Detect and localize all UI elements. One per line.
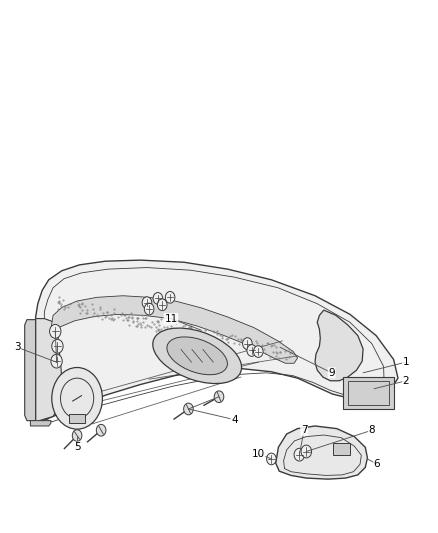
Circle shape xyxy=(301,445,311,458)
Text: 8: 8 xyxy=(368,425,375,435)
Circle shape xyxy=(165,292,175,303)
Circle shape xyxy=(243,338,252,350)
Text: 3: 3 xyxy=(14,342,21,352)
Text: 10: 10 xyxy=(252,449,265,458)
Circle shape xyxy=(52,368,102,429)
Circle shape xyxy=(247,345,257,357)
Polygon shape xyxy=(25,320,35,421)
Circle shape xyxy=(184,403,193,415)
Text: 1: 1 xyxy=(403,357,409,367)
Polygon shape xyxy=(315,310,363,381)
Circle shape xyxy=(96,424,106,436)
Text: 9: 9 xyxy=(328,368,335,378)
Circle shape xyxy=(49,325,61,338)
Circle shape xyxy=(52,340,63,353)
Circle shape xyxy=(153,293,162,304)
Polygon shape xyxy=(332,443,350,455)
Polygon shape xyxy=(35,319,62,422)
Polygon shape xyxy=(35,260,398,422)
FancyBboxPatch shape xyxy=(69,414,85,423)
Text: 4: 4 xyxy=(231,415,237,425)
Circle shape xyxy=(294,448,304,461)
Circle shape xyxy=(267,453,276,465)
Text: 2: 2 xyxy=(403,376,409,386)
FancyBboxPatch shape xyxy=(343,377,394,409)
Polygon shape xyxy=(276,426,367,479)
Circle shape xyxy=(51,354,62,368)
Ellipse shape xyxy=(153,328,241,384)
Circle shape xyxy=(214,391,224,402)
Circle shape xyxy=(72,430,82,441)
Circle shape xyxy=(254,346,263,358)
Text: 7: 7 xyxy=(301,425,307,435)
Text: 11: 11 xyxy=(164,313,177,324)
Circle shape xyxy=(157,299,167,311)
Text: 5: 5 xyxy=(74,442,81,452)
Polygon shape xyxy=(51,296,297,364)
Ellipse shape xyxy=(167,337,227,375)
Circle shape xyxy=(142,297,152,309)
Text: 6: 6 xyxy=(374,459,380,469)
Polygon shape xyxy=(30,421,51,426)
Circle shape xyxy=(145,303,154,315)
